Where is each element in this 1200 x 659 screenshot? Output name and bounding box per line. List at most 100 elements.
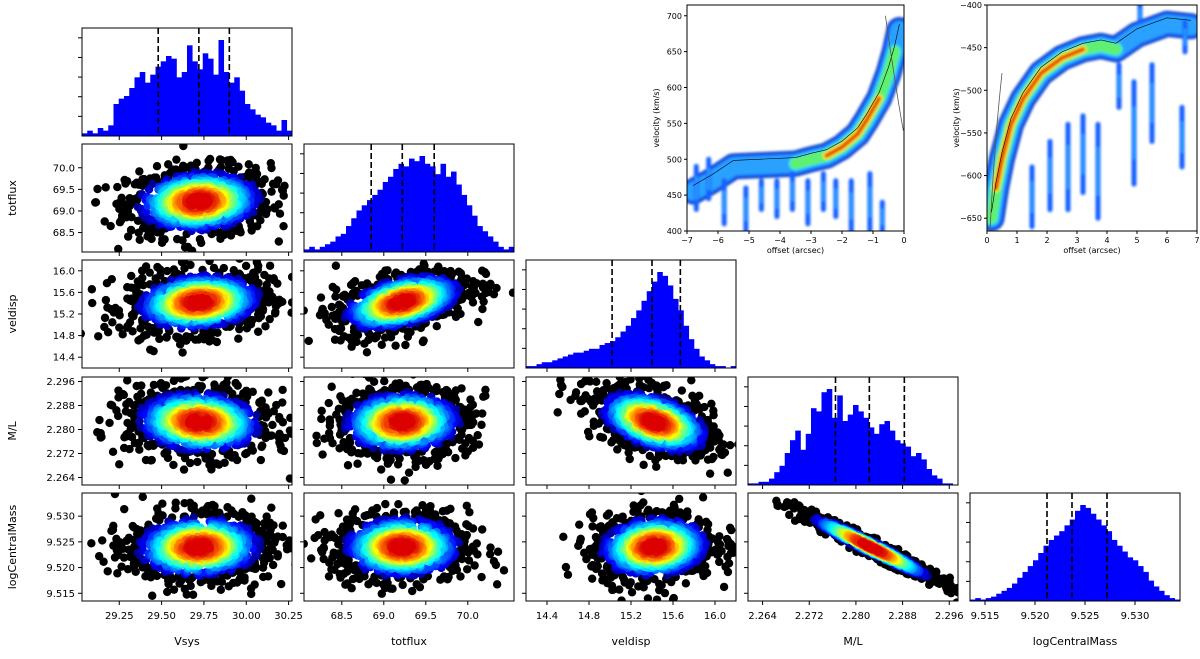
sample-point <box>571 391 580 400</box>
histogram-bar <box>795 430 801 485</box>
sample-point <box>352 388 361 398</box>
sample-point <box>477 266 487 275</box>
sample-point <box>193 457 202 467</box>
histogram-bar <box>482 231 489 252</box>
histogram-bar <box>435 174 441 252</box>
scatter-Vsys-vs-veldisp <box>81 259 293 369</box>
sample-point <box>115 323 124 332</box>
histogram-bar <box>445 176 452 252</box>
sample-point <box>317 406 326 416</box>
sample-point <box>585 377 595 386</box>
histogram-bar <box>531 366 537 368</box>
sample-point <box>331 261 341 270</box>
sample-point <box>114 244 123 252</box>
histogram-bar <box>187 45 193 137</box>
sample-point <box>101 183 110 192</box>
sample-point <box>123 377 132 385</box>
histogram-bar <box>709 364 716 368</box>
sample-point <box>481 385 490 395</box>
histogram-bar <box>931 475 938 485</box>
histogram-bar <box>472 215 478 252</box>
sample-point <box>275 209 285 218</box>
histogram-bar <box>97 128 104 136</box>
sample-point <box>149 380 159 390</box>
histogram-bar <box>868 427 875 485</box>
sample-point <box>404 468 414 477</box>
histogram-bar <box>562 356 569 368</box>
sample-point <box>558 382 567 392</box>
sample-point <box>451 453 460 463</box>
sample-point <box>264 388 273 397</box>
histogram-bar <box>356 210 363 252</box>
sample-point <box>233 381 242 390</box>
histogram-bar <box>879 424 885 485</box>
histogram-bar <box>895 440 901 485</box>
histogram-bar <box>805 433 812 485</box>
histogram-bar <box>1001 590 1008 601</box>
sample-point <box>478 409 487 418</box>
histogram-bar <box>578 352 585 368</box>
scatter-frame <box>81 143 293 253</box>
histogram-bar <box>388 176 394 252</box>
histogram-bar <box>673 298 679 368</box>
histogram-bar <box>1090 513 1097 601</box>
sample-point <box>275 414 284 424</box>
sample-point <box>162 266 172 276</box>
sample-point <box>179 465 189 474</box>
sample-point <box>248 387 257 397</box>
histogram-bar <box>688 339 695 368</box>
sample-point <box>331 292 340 301</box>
sample-point <box>375 272 385 282</box>
sample-point <box>327 382 336 391</box>
sample-point <box>318 450 327 459</box>
histogram-bar <box>547 362 553 368</box>
sample-point <box>94 332 103 341</box>
sample-point <box>336 324 346 333</box>
histogram-logCentralMass <box>966 492 1181 602</box>
sample-point <box>172 155 181 164</box>
histogram-bar <box>160 61 167 137</box>
sample-point <box>346 280 356 290</box>
sample-point <box>376 465 386 474</box>
sample-point <box>88 298 97 308</box>
sample-point <box>261 322 270 331</box>
histogram-bar <box>87 130 93 136</box>
sample-point <box>135 445 144 454</box>
histogram-bar <box>557 358 564 368</box>
histogram-bar <box>1075 510 1081 601</box>
histogram-bar <box>1022 571 1029 601</box>
histogram-bar <box>424 163 431 252</box>
sample-point <box>286 413 292 423</box>
histogram-bar <box>996 593 1002 601</box>
sample-point <box>339 437 348 447</box>
histogram-bar <box>1101 525 1107 601</box>
histogram-bar <box>335 236 342 252</box>
histogram-bar <box>636 310 642 368</box>
histogram-bar <box>1048 539 1055 601</box>
sample-point <box>625 454 634 464</box>
sample-point <box>194 196 203 206</box>
sample-point <box>96 429 105 438</box>
histogram-bar <box>604 343 611 368</box>
sample-point <box>102 278 112 288</box>
histogram-bar <box>631 318 637 368</box>
sample-point <box>316 293 326 302</box>
sample-point <box>147 455 156 465</box>
scatter-Vsys-vs-totflux <box>81 143 293 253</box>
histogram-bar <box>113 104 120 136</box>
histogram-bar <box>1054 535 1060 601</box>
sample-point <box>377 340 386 350</box>
histogram-bar <box>1138 566 1144 601</box>
sample-point <box>179 144 188 151</box>
histogram-bar <box>858 411 864 485</box>
histogram-bar <box>758 481 765 485</box>
histogram-bar <box>139 72 146 136</box>
sample-point <box>287 308 292 317</box>
sample-point <box>287 272 292 282</box>
histogram-bar <box>1132 560 1139 601</box>
sample-point <box>707 399 716 409</box>
histogram-bar <box>171 58 177 136</box>
histogram-bar <box>1027 566 1034 601</box>
histogram-bar <box>1096 519 1102 601</box>
sample-point <box>87 285 97 294</box>
